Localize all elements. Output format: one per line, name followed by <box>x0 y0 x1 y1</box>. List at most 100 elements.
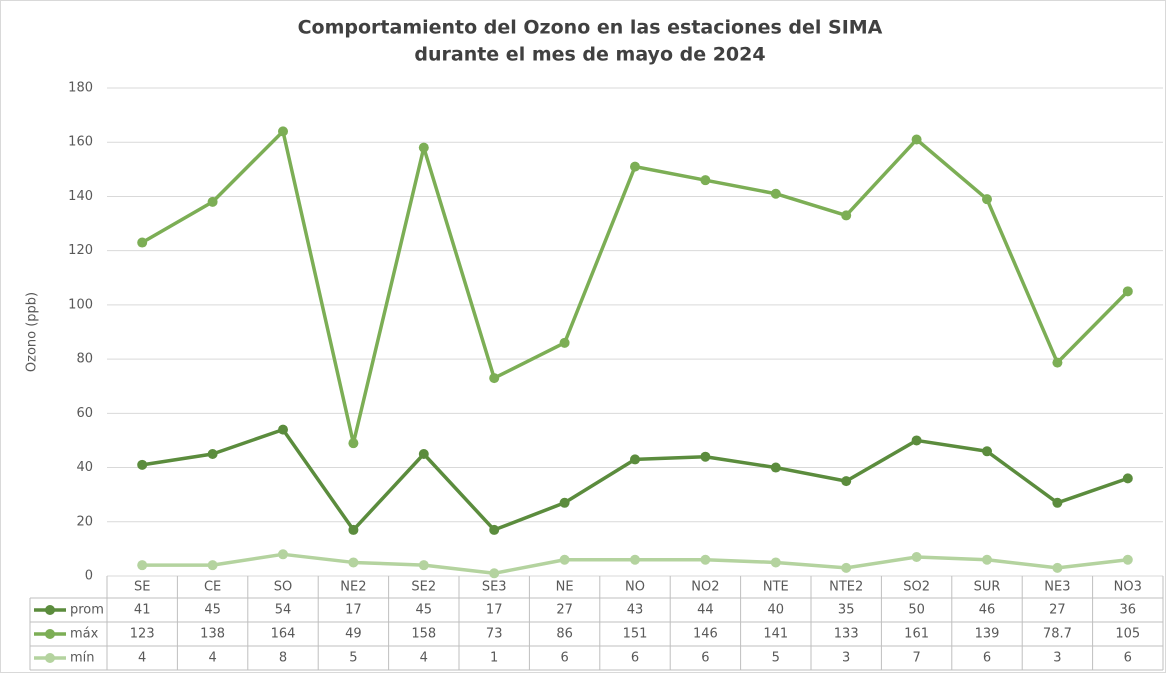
point <box>207 196 218 207</box>
table-value: 141 <box>763 627 788 642</box>
table-value: 4 <box>208 651 216 666</box>
point <box>700 451 711 462</box>
table-value: 139 <box>975 627 1000 642</box>
legend-key <box>45 629 55 639</box>
legend-key <box>45 653 55 663</box>
table-value: 3 <box>1053 651 1061 666</box>
table-value: 44 <box>697 603 714 618</box>
table-value: 49 <box>345 627 362 642</box>
table-value: 43 <box>627 603 644 618</box>
table-value: 50 <box>908 603 925 618</box>
x-tick-label: NO3 <box>1114 580 1142 595</box>
point <box>770 557 781 568</box>
table-value: 17 <box>486 603 503 618</box>
point <box>418 449 429 459</box>
x-tick-label: NE3 <box>1044 580 1070 595</box>
y-tick-label: 140 <box>68 189 93 204</box>
table-value: 133 <box>834 627 859 642</box>
table-value: 6 <box>560 651 568 666</box>
x-tick-label: SO2 <box>903 580 930 595</box>
y-tick-label: 120 <box>68 243 93 258</box>
point <box>489 524 500 535</box>
point <box>1122 473 1133 484</box>
point <box>1122 554 1133 565</box>
table-value: 138 <box>200 627 225 642</box>
x-tick-label: SE <box>134 580 150 595</box>
y-axis-label: Ozono (ppb) <box>25 292 40 372</box>
y-tick-label: 80 <box>76 352 93 367</box>
table-value: 5 <box>772 651 780 666</box>
point <box>982 446 992 457</box>
point <box>841 210 852 221</box>
table-value: 8 <box>279 651 287 666</box>
table-value: 146 <box>693 627 718 642</box>
point <box>911 435 922 446</box>
y-tick-label: 160 <box>68 135 93 150</box>
table-value: 36 <box>1120 603 1137 618</box>
point <box>770 462 781 473</box>
point <box>700 554 711 565</box>
table-value: 158 <box>411 627 436 642</box>
x-tick-label: SE2 <box>411 580 436 595</box>
table-value: 4 <box>420 651 428 666</box>
chart-title: Comportamiento del Ozono en las estacion… <box>298 17 883 39</box>
table-value: 164 <box>271 627 296 642</box>
legend-label: mín <box>70 651 95 666</box>
y-tick-label: 180 <box>68 81 93 96</box>
table-value: 4 <box>138 651 146 666</box>
point <box>1122 286 1133 297</box>
x-tick-label: CE <box>204 580 221 595</box>
point <box>630 554 640 565</box>
table-value: 27 <box>1049 603 1066 618</box>
table-value: 40 <box>768 603 785 618</box>
point <box>137 560 148 571</box>
table-value: 78.7 <box>1043 627 1072 642</box>
point <box>348 557 359 568</box>
point <box>418 142 429 153</box>
table-value: 6 <box>1124 651 1132 666</box>
table-value: 46 <box>979 603 996 618</box>
x-tick-label: NTE2 <box>829 580 863 595</box>
point <box>559 554 570 565</box>
table-value: 105 <box>1115 627 1140 642</box>
point <box>489 568 500 579</box>
y-tick-label: 60 <box>76 406 93 421</box>
point <box>348 438 359 449</box>
table-value: 45 <box>204 603 221 618</box>
point <box>348 524 359 535</box>
x-tick-label: SUR <box>974 580 1001 595</box>
point <box>207 449 218 459</box>
point <box>207 560 218 571</box>
point <box>489 373 500 384</box>
y-tick-label: 0 <box>85 569 93 584</box>
point <box>559 337 570 348</box>
x-tick-label: SE3 <box>482 580 507 595</box>
x-tick-label: NTE <box>763 580 789 595</box>
x-tick-label: SO <box>274 580 292 595</box>
point <box>559 497 570 508</box>
point <box>137 459 148 470</box>
table-value: 17 <box>345 603 362 618</box>
table-value: 6 <box>983 651 991 666</box>
table-value: 27 <box>556 603 573 618</box>
table-value: 123 <box>130 627 155 642</box>
point <box>278 424 288 435</box>
x-tick-label: NE2 <box>340 580 366 595</box>
table-value: 6 <box>701 651 709 666</box>
table-value: 5 <box>349 651 357 666</box>
point <box>841 562 852 573</box>
point <box>911 134 922 145</box>
table-value: 6 <box>631 651 639 666</box>
chart-title: durante el mes de mayo de 2024 <box>414 44 765 66</box>
table-value: 151 <box>623 627 648 642</box>
table-value: 3 <box>842 651 850 666</box>
table-value: 73 <box>486 627 503 642</box>
y-tick-label: 100 <box>68 297 93 312</box>
point <box>418 560 429 571</box>
point <box>770 188 781 199</box>
point <box>1052 357 1063 368</box>
point <box>911 552 922 563</box>
legend-label: prom <box>70 603 104 618</box>
